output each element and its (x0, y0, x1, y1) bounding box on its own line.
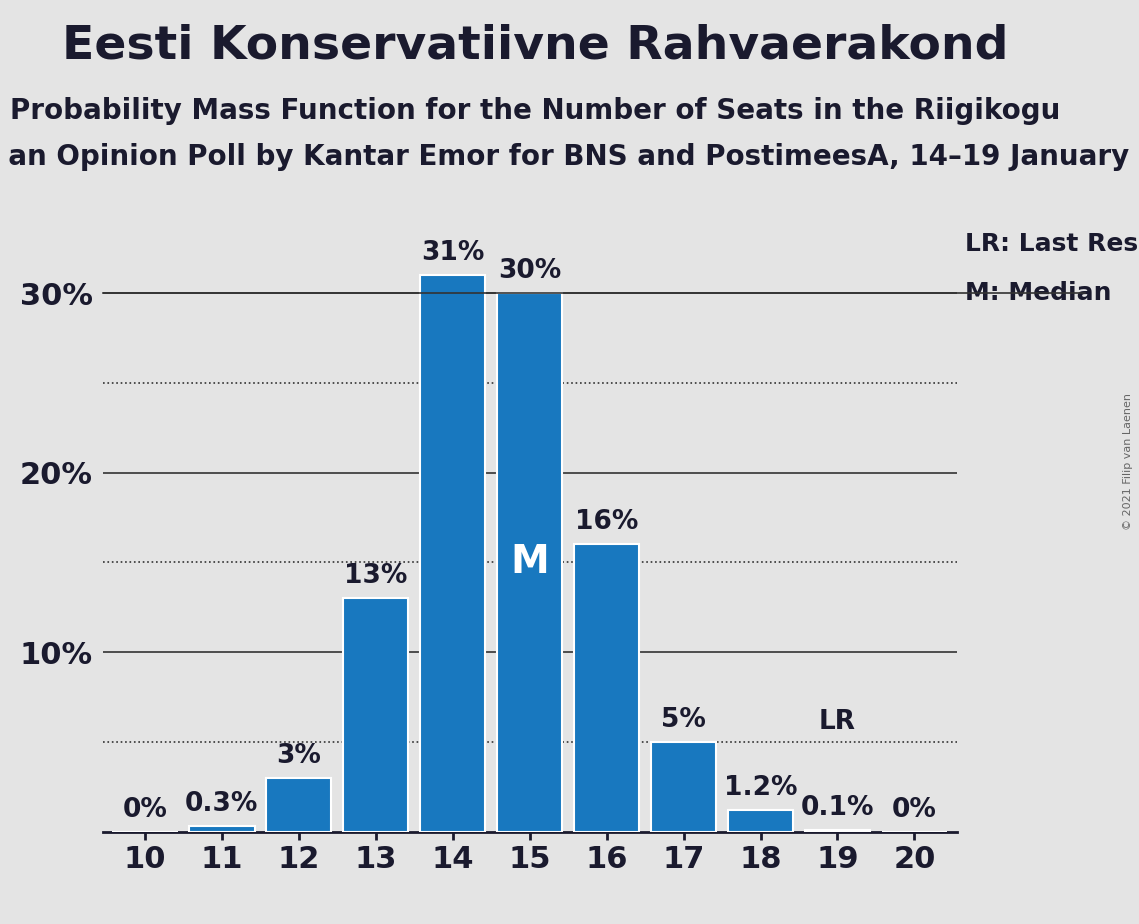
Bar (420, 275, 485, 832)
Text: M: M (510, 543, 549, 581)
Text: 13%: 13% (344, 564, 408, 590)
Bar (728, 810, 793, 832)
Bar (189, 826, 254, 832)
Text: © 2021 Filip van Laenen: © 2021 Filip van Laenen (1123, 394, 1133, 530)
Text: LR: Last Result: LR: Last Result (966, 232, 1139, 256)
Bar (574, 544, 639, 832)
Text: 16%: 16% (575, 509, 638, 535)
Text: 3%: 3% (277, 743, 321, 769)
Bar (343, 598, 409, 832)
Text: 5%: 5% (661, 707, 706, 733)
Text: Probability Mass Function for the Number of Seats in the Riigikogu: Probability Mass Function for the Number… (10, 97, 1060, 125)
Text: Eesti Konservatiivne Rahvaerakond: Eesti Konservatiivne Rahvaerakond (63, 23, 1008, 68)
Text: 1.2%: 1.2% (723, 775, 797, 801)
Text: 31%: 31% (421, 240, 484, 266)
Text: 0%: 0% (892, 796, 937, 822)
Text: LR: LR (819, 709, 857, 735)
Bar (805, 830, 870, 832)
Bar (497, 293, 563, 832)
Text: 30%: 30% (498, 258, 562, 284)
Text: 0.3%: 0.3% (186, 791, 259, 817)
Bar (267, 778, 331, 832)
Text: 0.1%: 0.1% (801, 795, 875, 821)
Text: M: Median: M: Median (966, 281, 1112, 305)
Bar (650, 742, 716, 832)
Text: Based on an Opinion Poll by Kantar Emor for BNS and PostimeesA, 14–19 January 20: Based on an Opinion Poll by Kantar Emor … (0, 143, 1139, 171)
Text: 0%: 0% (122, 796, 167, 822)
